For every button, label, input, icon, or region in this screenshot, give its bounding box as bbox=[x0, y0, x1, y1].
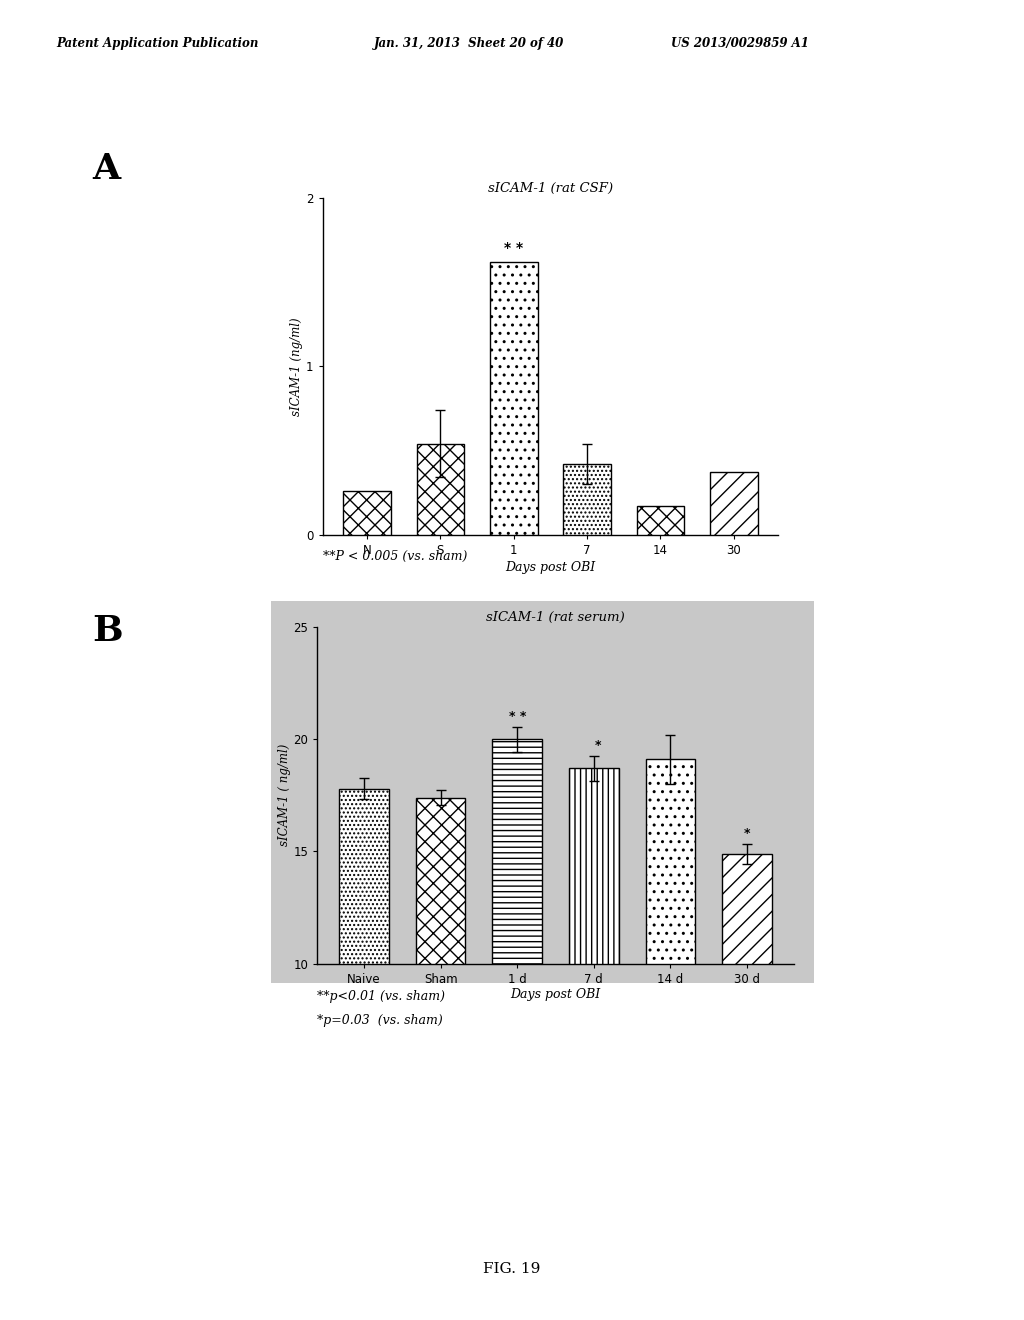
Text: *: * bbox=[743, 826, 751, 840]
Bar bbox=[339, 788, 389, 964]
Bar bbox=[645, 759, 695, 964]
Text: B: B bbox=[92, 614, 123, 648]
Bar bbox=[489, 261, 538, 535]
Text: FIG. 19: FIG. 19 bbox=[483, 1262, 541, 1276]
Bar bbox=[722, 854, 772, 964]
Text: **p<0.01 (vs. sham): **p<0.01 (vs. sham) bbox=[317, 990, 445, 1003]
Bar bbox=[710, 473, 758, 535]
Bar bbox=[417, 444, 464, 535]
Title: sICAM-1 (rat CSF): sICAM-1 (rat CSF) bbox=[487, 182, 613, 195]
Bar bbox=[343, 491, 391, 535]
Bar bbox=[637, 506, 684, 535]
Text: US 2013/0029859 A1: US 2013/0029859 A1 bbox=[671, 37, 809, 50]
Bar bbox=[493, 739, 542, 964]
Bar bbox=[416, 797, 466, 964]
Text: Jan. 31, 2013  Sheet 20 of 40: Jan. 31, 2013 Sheet 20 of 40 bbox=[374, 37, 564, 50]
Text: **P < 0.005 (vs. sham): **P < 0.005 (vs. sham) bbox=[323, 550, 467, 564]
X-axis label: Days post OBI: Days post OBI bbox=[505, 561, 596, 574]
Y-axis label: sICAM-1 (ng/ml): sICAM-1 (ng/ml) bbox=[290, 317, 303, 416]
Text: * *: * * bbox=[504, 242, 523, 255]
Text: A: A bbox=[92, 152, 120, 186]
Title: sICAM-1 (rat serum): sICAM-1 (rat serum) bbox=[486, 611, 625, 624]
Text: * *: * * bbox=[509, 710, 526, 723]
Text: *p=0.03  (vs. sham): *p=0.03 (vs. sham) bbox=[317, 1014, 443, 1027]
Bar bbox=[569, 768, 618, 964]
Y-axis label: sICAM-1 ( ng/ml): sICAM-1 ( ng/ml) bbox=[278, 744, 291, 846]
Text: Patent Application Publication: Patent Application Publication bbox=[56, 37, 259, 50]
Text: *: * bbox=[594, 739, 601, 752]
X-axis label: Days post OBI: Days post OBI bbox=[510, 989, 601, 1002]
Bar bbox=[563, 463, 611, 535]
